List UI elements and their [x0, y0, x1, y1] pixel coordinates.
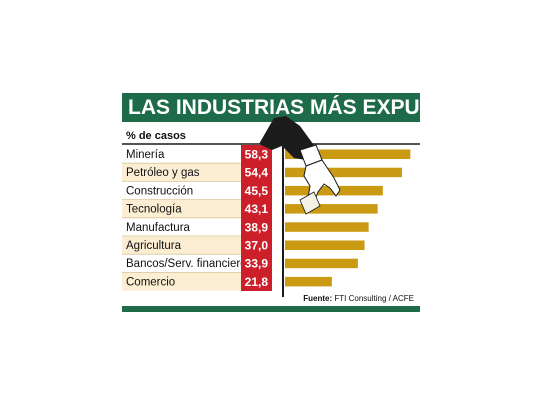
row-shade [122, 236, 241, 255]
bar [285, 258, 358, 269]
rows: Minería Petróleo y gas Construcción Tecnolo… [122, 149, 253, 291]
category-label: Comercio [126, 276, 175, 288]
value-label: 43,1 [245, 202, 269, 216]
value-label: 54,4 [245, 166, 269, 180]
value-labels: 58,3 54,4 45,5 43,1 38,9 37,0 33,9 21,8 [245, 148, 269, 289]
value-label: 37,0 [245, 239, 269, 253]
value-label: 58,3 [245, 148, 269, 162]
value-label: 33,9 [245, 257, 269, 271]
source-text: FTI Consulting / ACFE [334, 294, 414, 303]
hand-shape [303, 159, 341, 203]
value-column [241, 145, 272, 291]
category-label: Minería [126, 149, 165, 161]
row-shade [122, 272, 241, 291]
value-label: 21,8 [245, 275, 269, 289]
row-shade [122, 199, 241, 218]
bottom-band [122, 306, 420, 312]
bar [285, 276, 332, 287]
hand-reaching-icon [259, 116, 341, 215]
bar [285, 204, 378, 214]
bar [285, 240, 365, 250]
chart-title: LAS INDUSTRIAS MÁS EXPUESTAS [128, 96, 488, 119]
category-label: Bancos/Serv. financieros [126, 258, 253, 270]
value-label: 38,9 [245, 220, 269, 234]
bar [285, 167, 402, 178]
unit-label: % de casos [126, 130, 186, 142]
source-note: Fuente: FTI Consulting / ACFE [303, 294, 414, 303]
bar [285, 149, 411, 159]
category-label: Agricultura [126, 240, 182, 252]
bar [285, 222, 369, 232]
category-label: Tecnología [126, 204, 182, 216]
banknote-shape [299, 191, 321, 215]
title-banner [122, 93, 420, 122]
value-label: 45,5 [245, 184, 269, 198]
source-label: Fuente: [303, 294, 332, 303]
category-label: Construcción [126, 185, 193, 197]
row-shade [122, 163, 241, 182]
category-label: Petróleo y gas [126, 167, 200, 179]
category-label: Manufactura [126, 222, 191, 234]
